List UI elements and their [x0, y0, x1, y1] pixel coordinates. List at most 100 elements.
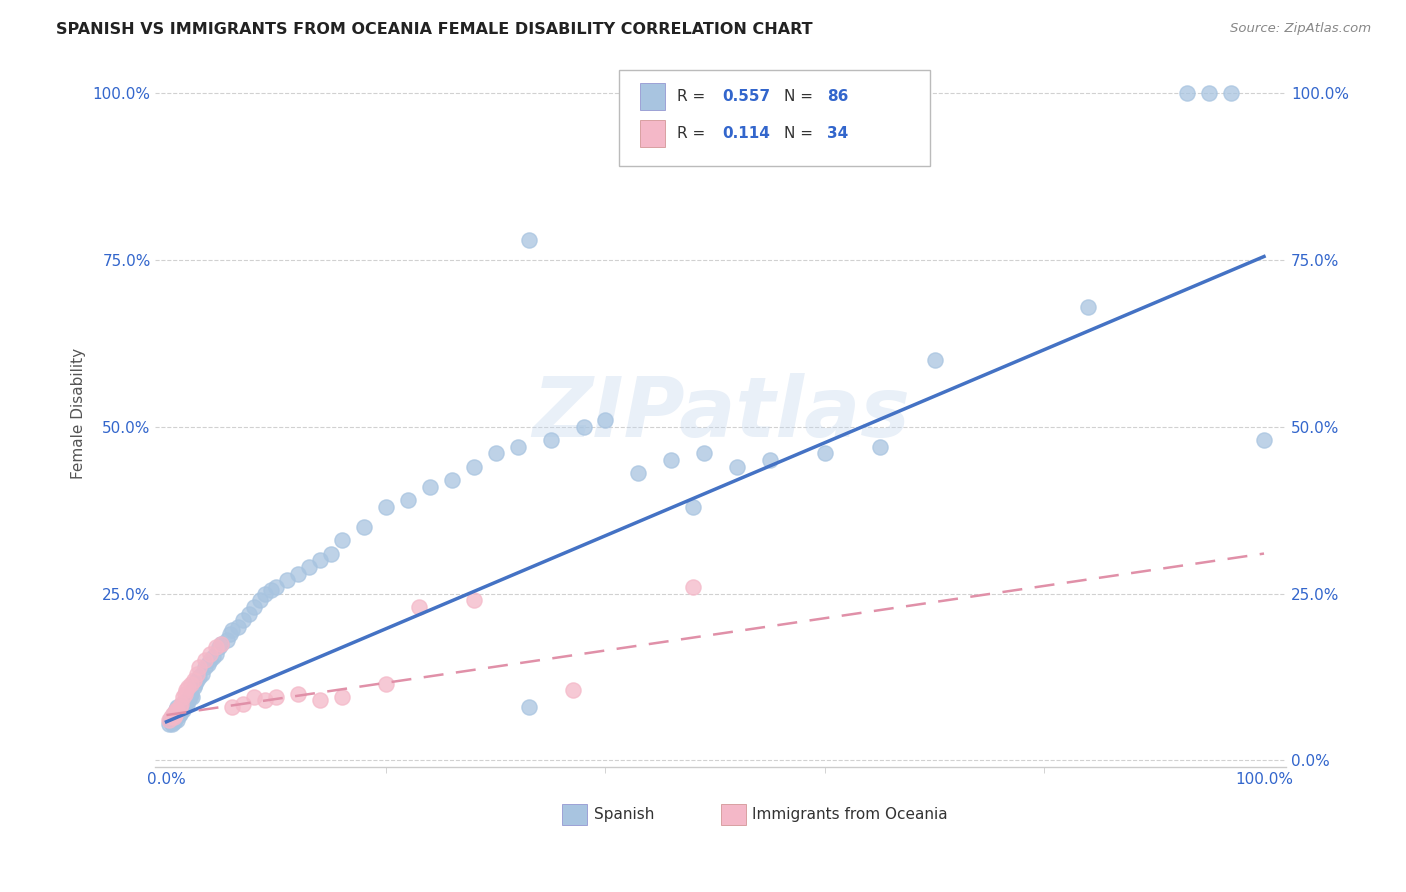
- Bar: [562, 804, 588, 825]
- Point: [485, 446, 508, 460]
- Point: [162, 706, 184, 721]
- Point: [163, 714, 186, 729]
- Point: [693, 446, 716, 460]
- Point: [353, 520, 375, 534]
- Point: [330, 533, 353, 548]
- Point: [157, 714, 180, 728]
- Point: [209, 637, 232, 651]
- Text: 0.557: 0.557: [721, 89, 770, 103]
- Point: [226, 620, 249, 634]
- Point: [163, 710, 186, 724]
- Point: [177, 680, 200, 694]
- Point: [160, 710, 183, 724]
- Point: [201, 650, 224, 665]
- Text: 0.114: 0.114: [721, 126, 769, 141]
- Point: [180, 677, 202, 691]
- Point: [627, 467, 650, 481]
- Point: [160, 710, 183, 724]
- Point: [1253, 433, 1275, 447]
- Point: [221, 700, 243, 714]
- Bar: [641, 120, 665, 146]
- Text: Immigrants from Oceania: Immigrants from Oceania: [752, 807, 948, 822]
- Point: [183, 673, 205, 688]
- Point: [1198, 86, 1220, 100]
- Point: [174, 683, 197, 698]
- Point: [260, 583, 283, 598]
- Point: [170, 697, 193, 711]
- Point: [759, 453, 782, 467]
- Point: [172, 703, 194, 717]
- Text: N =: N =: [785, 126, 818, 141]
- Point: [176, 697, 198, 711]
- Point: [165, 710, 187, 724]
- Point: [595, 413, 617, 427]
- Point: [375, 500, 398, 514]
- Point: [264, 690, 287, 704]
- Text: 86: 86: [827, 89, 848, 103]
- Point: [162, 714, 184, 728]
- Point: [232, 697, 254, 711]
- Point: [309, 553, 332, 567]
- Point: [330, 690, 353, 704]
- Point: [160, 716, 183, 731]
- Point: [165, 703, 187, 717]
- Point: [572, 419, 595, 434]
- Point: [463, 459, 485, 474]
- Point: [172, 700, 194, 714]
- Point: [179, 690, 201, 704]
- Point: [165, 703, 187, 717]
- Text: 34: 34: [827, 126, 848, 141]
- Point: [276, 574, 298, 588]
- Text: R =: R =: [676, 89, 710, 103]
- Point: [264, 580, 287, 594]
- Point: [170, 701, 193, 715]
- Text: Source: ZipAtlas.com: Source: ZipAtlas.com: [1230, 22, 1371, 36]
- Point: [197, 657, 219, 671]
- Point: [188, 670, 211, 684]
- Point: [506, 440, 529, 454]
- Point: [173, 698, 195, 713]
- Text: N =: N =: [785, 89, 818, 103]
- Point: [517, 233, 540, 247]
- Point: [375, 677, 398, 691]
- Point: [238, 607, 260, 621]
- Point: [165, 712, 187, 726]
- Point: [254, 693, 277, 707]
- Point: [287, 566, 309, 581]
- Point: [169, 706, 191, 721]
- Point: [174, 695, 197, 709]
- Point: [190, 666, 212, 681]
- Point: [166, 700, 188, 714]
- Point: [319, 547, 342, 561]
- Point: [188, 660, 211, 674]
- Point: [540, 433, 562, 447]
- Point: [160, 714, 183, 729]
- Bar: [641, 83, 665, 110]
- Point: [186, 666, 208, 681]
- Point: [463, 593, 485, 607]
- Text: R =: R =: [676, 126, 710, 141]
- Point: [194, 660, 217, 674]
- Point: [419, 480, 441, 494]
- Point: [243, 690, 266, 704]
- Point: [166, 714, 188, 728]
- Point: [682, 500, 704, 514]
- Point: [1175, 86, 1198, 100]
- Point: [167, 708, 190, 723]
- Point: [200, 647, 222, 661]
- Point: [209, 637, 232, 651]
- Point: [157, 716, 180, 731]
- Point: [177, 693, 200, 707]
- Point: [180, 690, 202, 704]
- Y-axis label: Female Disability: Female Disability: [72, 348, 86, 479]
- Point: [169, 700, 191, 714]
- Point: [396, 493, 419, 508]
- Point: [174, 687, 197, 701]
- Point: [208, 640, 231, 654]
- Point: [200, 653, 222, 667]
- Point: [163, 706, 186, 721]
- Text: SPANISH VS IMMIGRANTS FROM OCEANIA FEMALE DISABILITY CORRELATION CHART: SPANISH VS IMMIGRANTS FROM OCEANIA FEMAL…: [56, 22, 813, 37]
- Point: [186, 673, 208, 688]
- Point: [561, 683, 583, 698]
- Point: [287, 687, 309, 701]
